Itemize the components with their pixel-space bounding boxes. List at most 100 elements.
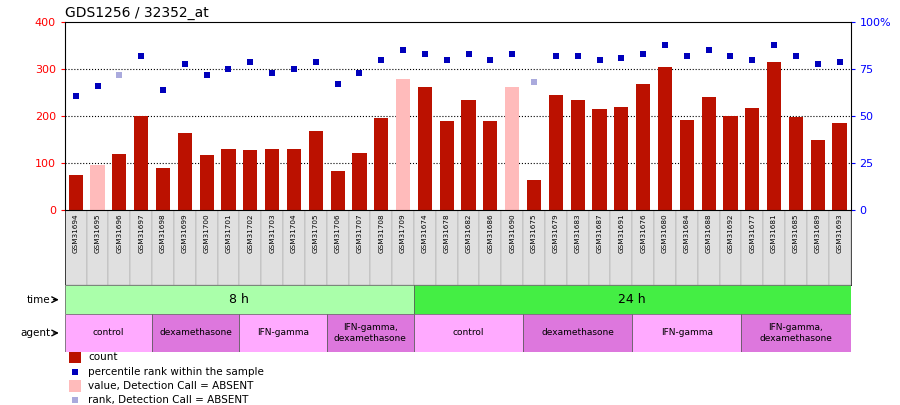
Bar bbox=[436, 210, 457, 285]
Text: GSM31688: GSM31688 bbox=[706, 214, 712, 254]
Text: GSM31681: GSM31681 bbox=[771, 214, 777, 254]
Bar bbox=[130, 210, 152, 285]
Bar bbox=[767, 62, 781, 210]
Bar bbox=[501, 210, 523, 285]
Text: percentile rank within the sample: percentile rank within the sample bbox=[88, 367, 265, 377]
Text: GDS1256 / 32352_at: GDS1256 / 32352_at bbox=[65, 6, 209, 20]
Bar bbox=[632, 210, 654, 285]
Bar bbox=[152, 210, 174, 285]
Bar bbox=[788, 117, 803, 210]
Bar bbox=[483, 122, 498, 210]
Bar bbox=[414, 210, 436, 285]
Text: GSM31698: GSM31698 bbox=[160, 214, 166, 254]
Text: GSM31697: GSM31697 bbox=[139, 214, 144, 254]
Bar bbox=[108, 210, 130, 285]
Text: GSM31699: GSM31699 bbox=[182, 214, 188, 254]
Text: GSM31690: GSM31690 bbox=[509, 214, 515, 254]
Bar bbox=[239, 210, 261, 285]
Text: IFN-gamma: IFN-gamma bbox=[661, 328, 713, 337]
Text: GSM31674: GSM31674 bbox=[422, 214, 427, 254]
Bar bbox=[589, 210, 610, 285]
Bar bbox=[152, 314, 239, 352]
Text: GSM31694: GSM31694 bbox=[73, 214, 78, 254]
Bar bbox=[218, 210, 239, 285]
Text: GSM31691: GSM31691 bbox=[618, 214, 625, 254]
Text: GSM31709: GSM31709 bbox=[400, 214, 406, 254]
Bar bbox=[571, 100, 585, 210]
Bar bbox=[658, 67, 672, 210]
Text: GSM31676: GSM31676 bbox=[640, 214, 646, 254]
Bar bbox=[414, 314, 523, 352]
Bar bbox=[265, 149, 279, 210]
Text: GSM31692: GSM31692 bbox=[727, 214, 734, 254]
Bar bbox=[396, 79, 410, 210]
Bar bbox=[457, 210, 480, 285]
Bar bbox=[196, 210, 218, 285]
Text: GSM31695: GSM31695 bbox=[94, 214, 101, 254]
Text: dexamethasone: dexamethasone bbox=[159, 328, 232, 337]
Bar bbox=[68, 352, 81, 363]
Bar bbox=[200, 155, 214, 210]
Bar bbox=[261, 210, 283, 285]
Bar bbox=[65, 314, 152, 352]
Bar bbox=[462, 100, 476, 210]
Text: GSM31677: GSM31677 bbox=[750, 214, 755, 254]
Text: GSM31704: GSM31704 bbox=[291, 214, 297, 254]
Text: GSM31707: GSM31707 bbox=[356, 214, 363, 254]
Bar bbox=[65, 210, 86, 285]
Bar bbox=[418, 87, 432, 210]
Text: GSM31708: GSM31708 bbox=[378, 214, 384, 254]
Bar bbox=[523, 210, 545, 285]
Text: time: time bbox=[27, 295, 50, 305]
Text: agent: agent bbox=[21, 328, 50, 338]
Bar bbox=[243, 150, 257, 210]
Text: GSM31700: GSM31700 bbox=[203, 214, 210, 254]
Text: GSM31685: GSM31685 bbox=[793, 214, 799, 254]
Bar bbox=[348, 210, 371, 285]
Bar bbox=[526, 179, 541, 210]
Text: GSM31689: GSM31689 bbox=[814, 214, 821, 254]
Bar bbox=[806, 210, 829, 285]
Bar bbox=[632, 314, 742, 352]
Bar bbox=[742, 314, 850, 352]
Text: GSM31683: GSM31683 bbox=[575, 214, 580, 254]
Bar bbox=[90, 166, 104, 210]
Bar bbox=[134, 116, 148, 210]
Bar bbox=[156, 168, 170, 210]
Text: GSM31687: GSM31687 bbox=[597, 214, 602, 254]
Bar bbox=[283, 210, 305, 285]
Text: value, Detection Call = ABSENT: value, Detection Call = ABSENT bbox=[88, 381, 254, 391]
Text: GSM31693: GSM31693 bbox=[837, 214, 842, 254]
Bar bbox=[654, 210, 676, 285]
Text: GSM31684: GSM31684 bbox=[684, 214, 689, 254]
Text: GSM31706: GSM31706 bbox=[335, 214, 340, 254]
Text: GSM31679: GSM31679 bbox=[553, 214, 559, 254]
Bar bbox=[65, 285, 414, 314]
Text: GSM31701: GSM31701 bbox=[226, 214, 231, 254]
Bar bbox=[177, 132, 192, 210]
Bar bbox=[221, 149, 236, 210]
Bar bbox=[724, 116, 738, 210]
Bar bbox=[614, 107, 628, 210]
Bar bbox=[763, 210, 785, 285]
Text: 8 h: 8 h bbox=[230, 293, 249, 306]
Bar bbox=[832, 123, 847, 210]
Bar bbox=[720, 210, 742, 285]
Bar bbox=[505, 87, 519, 210]
Bar bbox=[545, 210, 567, 285]
Bar bbox=[68, 380, 81, 392]
Bar bbox=[811, 140, 825, 210]
Bar bbox=[86, 210, 108, 285]
Bar bbox=[785, 210, 807, 285]
Text: GSM31682: GSM31682 bbox=[465, 214, 472, 254]
Text: GSM31675: GSM31675 bbox=[531, 214, 537, 254]
Text: GSM31686: GSM31686 bbox=[488, 214, 493, 254]
Bar bbox=[68, 175, 83, 210]
Bar bbox=[636, 84, 651, 210]
Text: dexamethasone: dexamethasone bbox=[541, 328, 614, 337]
Bar bbox=[742, 210, 763, 285]
Text: GSM31678: GSM31678 bbox=[444, 214, 450, 254]
Bar bbox=[549, 95, 563, 210]
Text: count: count bbox=[88, 352, 118, 362]
Bar bbox=[287, 149, 302, 210]
